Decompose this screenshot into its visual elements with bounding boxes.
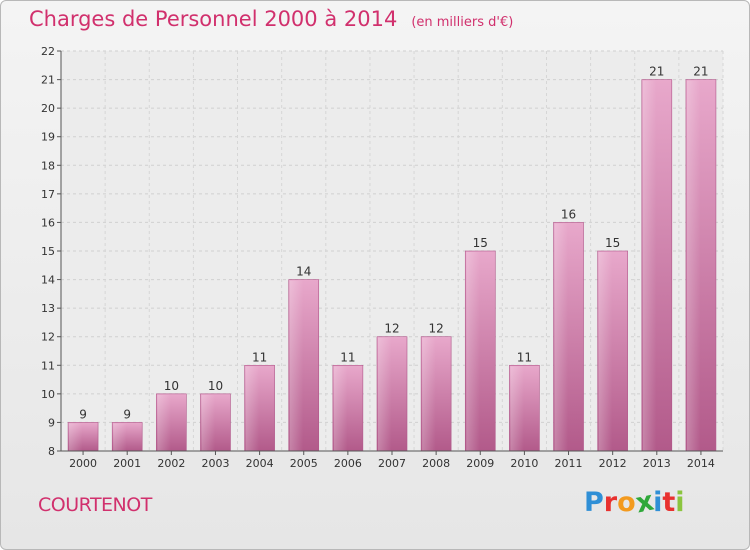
y-tick-label: 20 [41,102,55,115]
bar-2009: 15 [464,236,496,452]
bar-2014: 21 [685,65,717,452]
y-tick-label: 10 [41,388,55,401]
logo-letter: t [662,487,676,518]
x-tick-label: 2008 [422,457,450,470]
bar-2003: 10 [200,379,231,452]
y-tick-label: 8 [48,445,55,458]
y-tick-label: 14 [41,274,55,287]
bar-2010: 11 [509,350,540,452]
x-tick-label: 2005 [290,457,318,470]
bar-2007: 12 [376,322,408,452]
x-tick-label: 2014 [687,457,715,470]
logo-letter: i [675,487,685,518]
y-tick-label: 16 [41,216,55,229]
bar-value-label: 10 [164,379,179,393]
bar-2011: 16 [553,207,584,452]
y-tick-label: 18 [41,159,55,172]
y-tick-label: 19 [41,131,55,144]
x-tick-label: 2003 [201,457,229,470]
bar-value-label: 21 [649,65,664,79]
y-tick-label: 22 [41,45,55,58]
bar-value-label: 11 [340,350,355,364]
y-tick-label: 17 [41,188,55,201]
bar-2002: 10 [156,379,187,452]
logo-letter: o [617,487,636,518]
bar-highlight [554,223,569,451]
y-tick-label: 11 [41,359,55,372]
y-tick-label: 13 [41,302,55,315]
x-tick-label: 2011 [555,457,583,470]
bar-value-label: 12 [428,322,443,336]
bar-highlight [157,394,171,451]
bar-value-label: 9 [123,407,131,421]
y-tick-label: 12 [41,331,55,344]
x-tick-label: 2004 [246,457,274,470]
bar-value-label: 16 [561,207,576,221]
chart-subtitle: (en milliers d'€) [411,15,514,30]
location-name: COURTENOT [38,494,152,516]
x-tick-label: 2002 [157,457,185,470]
logo-letter: P [584,487,604,518]
x-tick-label: 2001 [113,457,141,470]
bar-2008: 12 [420,322,452,452]
proxiti-logo: Proxiti [584,486,685,523]
bar-2004: 11 [244,350,275,452]
bar-highlight [245,366,260,451]
bar-value-label: 11 [517,350,532,364]
x-tick-label: 2012 [599,457,627,470]
bar-highlight [69,423,83,451]
y-tick-label: 15 [41,245,55,258]
bar-value-label: 15 [605,236,620,250]
bar-highlight [686,80,701,452]
x-tick-label: 2006 [334,457,362,470]
x-tick-label: 2007 [378,457,406,470]
bar-2013: 21 [641,65,673,452]
y-tick-label: 9 [48,416,55,429]
chart-title: Charges de Personnel 2000 à 2014 (en mill… [29,7,513,31]
bar-2005: 14 [288,265,320,452]
bar-value-label: 10 [208,379,223,393]
bar-2006: 11 [332,350,364,452]
x-tick-label: 2000 [69,457,97,470]
chart-title-text: Charges de Personnel 2000 à 2014 [29,7,398,31]
bar-value-label: 14 [296,265,311,279]
bar-highlight [598,252,613,451]
bar-value-label: 21 [693,65,708,79]
logo-letter: r [603,487,618,518]
bar-highlight [201,394,215,451]
y-tick-label: 21 [41,74,55,87]
bar-highlight [333,366,348,451]
bar-highlight [510,366,524,451]
x-tick-label: 2010 [510,457,538,470]
x-tick-label: 2009 [466,457,494,470]
x-tick-label: 2013 [643,457,671,470]
bar-highlight [378,337,392,451]
bar-highlight [113,423,127,451]
bar-highlight [289,280,304,451]
bar-highlight [642,80,657,452]
bar-highlight [422,337,436,451]
bar-value-label: 12 [384,322,399,336]
bar-2012: 15 [597,236,628,452]
bar-value-label: 9 [79,407,87,421]
bar-value-label: 15 [473,236,488,250]
bar-highlight [466,252,480,451]
logo-letter: i [653,487,663,518]
bar-2000: 9 [67,407,99,452]
bar-value-label: 11 [252,350,267,364]
